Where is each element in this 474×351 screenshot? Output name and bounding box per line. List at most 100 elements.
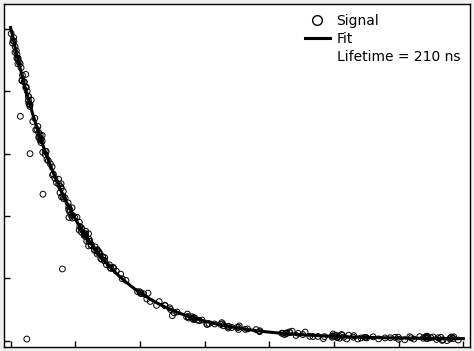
Point bbox=[185, 315, 192, 321]
Point bbox=[314, 333, 322, 339]
Point bbox=[241, 326, 249, 332]
Point bbox=[423, 336, 431, 342]
Point bbox=[98, 256, 106, 262]
Point bbox=[78, 225, 85, 231]
Point bbox=[329, 331, 337, 337]
Point bbox=[455, 337, 462, 343]
Point bbox=[161, 303, 169, 308]
Point bbox=[278, 331, 285, 336]
Point bbox=[381, 335, 389, 341]
Point bbox=[424, 335, 432, 340]
Point bbox=[416, 334, 424, 339]
Point bbox=[189, 316, 197, 322]
Point bbox=[363, 335, 371, 341]
Point bbox=[218, 320, 226, 325]
Point bbox=[338, 332, 346, 338]
Point bbox=[42, 152, 49, 158]
Point bbox=[101, 255, 109, 260]
Point bbox=[328, 335, 336, 340]
Point bbox=[55, 181, 63, 187]
Point bbox=[423, 334, 430, 339]
Point bbox=[204, 322, 211, 327]
Point bbox=[191, 315, 198, 320]
Point bbox=[9, 38, 17, 43]
Point bbox=[410, 336, 418, 342]
Point bbox=[25, 98, 32, 104]
Point bbox=[161, 303, 169, 309]
Point bbox=[106, 262, 113, 268]
Point bbox=[37, 140, 45, 145]
Point bbox=[45, 158, 52, 164]
Point bbox=[18, 78, 26, 83]
Point bbox=[26, 102, 34, 107]
Point bbox=[36, 132, 44, 138]
Point bbox=[22, 84, 30, 90]
Point bbox=[283, 330, 290, 336]
Point bbox=[83, 238, 91, 244]
Point bbox=[35, 135, 43, 140]
Point bbox=[82, 232, 89, 238]
Point bbox=[109, 265, 117, 270]
Point bbox=[446, 336, 454, 342]
Point bbox=[20, 79, 28, 85]
Point bbox=[51, 176, 59, 181]
Point bbox=[27, 97, 35, 103]
Point bbox=[217, 322, 225, 327]
Point bbox=[434, 335, 442, 340]
Point bbox=[50, 171, 57, 177]
Point bbox=[190, 317, 198, 322]
Point bbox=[211, 321, 219, 327]
Point bbox=[82, 231, 89, 237]
Point bbox=[321, 334, 328, 339]
Point bbox=[53, 180, 60, 185]
Point bbox=[136, 289, 144, 294]
Point bbox=[369, 334, 377, 340]
Point bbox=[55, 177, 63, 182]
Point bbox=[20, 79, 28, 85]
Point bbox=[75, 227, 83, 233]
Point bbox=[437, 335, 445, 340]
Point bbox=[39, 191, 47, 197]
Point bbox=[65, 207, 73, 212]
Point bbox=[10, 39, 18, 44]
Point bbox=[357, 335, 365, 341]
Point bbox=[205, 321, 213, 326]
Point bbox=[69, 215, 76, 221]
Point bbox=[13, 55, 20, 61]
Point bbox=[91, 247, 98, 252]
Point bbox=[9, 40, 17, 46]
Point bbox=[219, 321, 227, 327]
Point bbox=[173, 309, 181, 315]
Point bbox=[219, 323, 227, 329]
Point bbox=[82, 229, 90, 234]
Point bbox=[332, 332, 340, 338]
Point bbox=[56, 190, 64, 196]
Point bbox=[68, 205, 76, 211]
Point bbox=[335, 333, 343, 339]
Point bbox=[401, 337, 409, 343]
Point bbox=[91, 247, 99, 253]
Point bbox=[427, 335, 435, 340]
Point bbox=[294, 331, 302, 336]
Point bbox=[183, 314, 191, 320]
Point bbox=[64, 200, 72, 206]
Point bbox=[144, 290, 152, 296]
Point bbox=[110, 266, 118, 271]
Point bbox=[31, 115, 38, 121]
Point bbox=[419, 336, 427, 341]
Point bbox=[49, 172, 56, 178]
Point bbox=[46, 161, 54, 167]
Point bbox=[406, 334, 413, 339]
Point bbox=[188, 314, 196, 319]
Point bbox=[407, 335, 415, 340]
Point bbox=[423, 333, 430, 339]
Point bbox=[137, 291, 145, 296]
Point bbox=[228, 325, 236, 330]
Point bbox=[10, 35, 18, 40]
Point bbox=[118, 276, 126, 282]
Point bbox=[170, 310, 178, 316]
Point bbox=[35, 130, 43, 136]
Point bbox=[91, 244, 99, 250]
Point bbox=[198, 317, 206, 323]
Point bbox=[225, 324, 233, 329]
